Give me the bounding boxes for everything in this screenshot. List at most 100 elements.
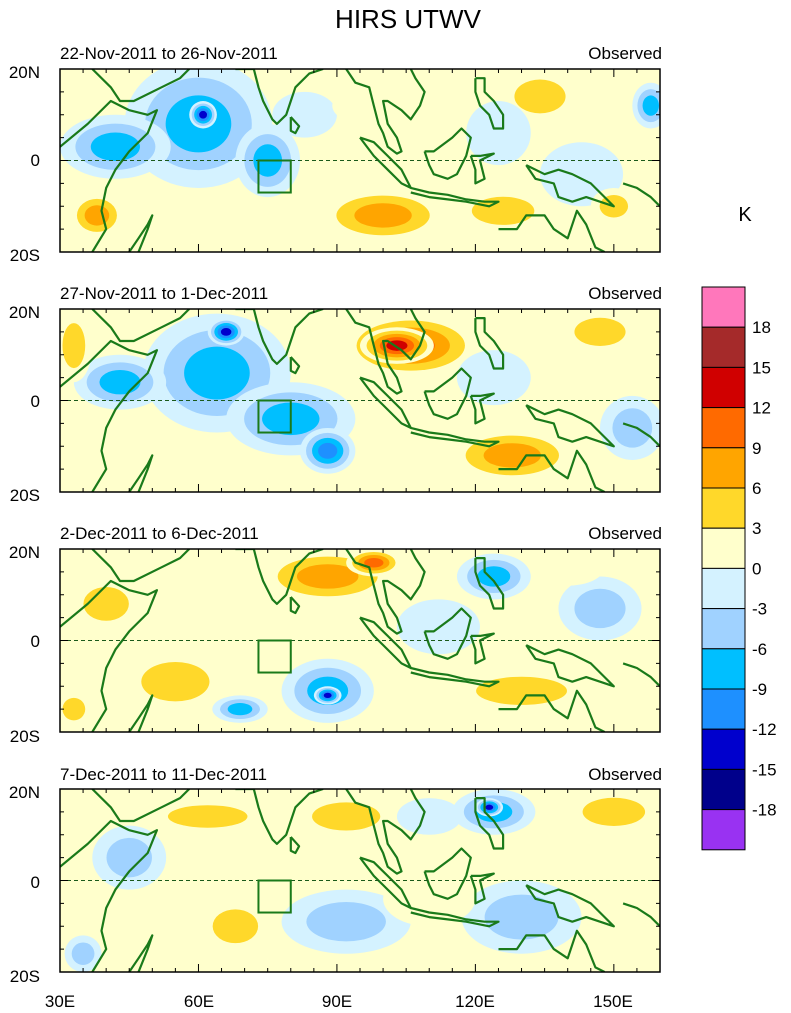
coastline	[235, 789, 324, 845]
panel-1-period: 22-Nov-2011 to 26-Nov-2011	[60, 44, 278, 63]
anomaly-contour	[220, 327, 232, 336]
coastline	[469, 872, 495, 905]
coastline	[410, 426, 500, 448]
coastline	[474, 317, 505, 370]
anomaly-contour	[456, 350, 531, 406]
panel-3-ytick-20s: 20S	[10, 727, 40, 746]
anomaly-contour	[485, 804, 494, 810]
anomaly-contour	[323, 692, 332, 699]
colorbar-swatch	[701, 286, 746, 328]
panel-4-ytick-20s: 20S	[10, 967, 40, 986]
coastline	[60, 819, 158, 972]
colorbar-label: 12	[752, 399, 771, 418]
coastline	[91, 549, 190, 583]
anomaly-contour	[477, 566, 511, 587]
xtick-30e: 30E	[45, 992, 75, 1011]
coastline	[423, 127, 472, 180]
colorbar-swatch	[701, 768, 746, 811]
colorbar-label: -9	[752, 680, 767, 699]
anomaly-contour	[466, 101, 531, 166]
coastline	[235, 309, 324, 365]
panel-2-label: Observed	[588, 284, 662, 303]
coastline	[345, 789, 426, 875]
colorbar-label: 6	[752, 479, 761, 498]
anomaly-contour	[184, 346, 250, 400]
colorbar-label: -15	[752, 760, 777, 779]
coastline	[622, 662, 660, 688]
anomaly-contour	[296, 564, 359, 589]
chart-title: HIRS UTWV	[335, 4, 482, 34]
analysis-box	[257, 399, 292, 434]
coastline	[128, 934, 154, 972]
colorbar-units: K	[738, 204, 752, 226]
coastline	[469, 392, 495, 425]
panel-4-ytick-20n: 20N	[9, 783, 40, 802]
coastline	[474, 77, 505, 130]
anomaly-contour	[227, 703, 253, 716]
coastline	[423, 367, 472, 420]
colorbar-swatch	[701, 407, 746, 449]
coastline	[235, 69, 324, 125]
anomaly-contour	[612, 408, 653, 448]
colorbar-label: -3	[752, 600, 767, 619]
panel-4-period: 7-Dec-2011 to 11-Dec-2011	[60, 765, 267, 784]
colorbar-label: 0	[752, 559, 761, 578]
colorbar-swatch	[701, 809, 746, 851]
colorbar-label: -18	[752, 801, 777, 820]
panel-3-ytick-20n: 20N	[9, 543, 40, 562]
map-panel-3	[59, 548, 661, 733]
coastline	[128, 694, 154, 732]
colorbar-label: 9	[752, 439, 761, 458]
coastline	[289, 596, 301, 615]
anomaly-contour	[530, 549, 605, 586]
anomaly-contour	[383, 871, 476, 927]
anomaly-contour	[364, 557, 384, 568]
colorbar-label: 3	[752, 519, 761, 538]
panel-2-ytick-20s: 20S	[10, 486, 40, 505]
anomaly-contour	[514, 79, 566, 114]
coastline	[289, 836, 301, 855]
coastline	[60, 99, 158, 252]
anomaly-contour	[484, 894, 559, 940]
anomaly-contour	[312, 802, 381, 831]
anomaly-contour	[212, 909, 259, 944]
colorbar-label: 18	[752, 318, 771, 337]
panel-1-ytick-20s: 20S	[10, 246, 40, 265]
coastline	[345, 549, 426, 635]
panel-2-ytick-20n: 20N	[9, 303, 40, 322]
panel-2-period: 27-Nov-2011 to 1-Dec-2011	[60, 284, 268, 303]
anomaly-contour	[354, 203, 412, 228]
xtick-60e: 60E	[184, 992, 214, 1011]
coastline	[525, 884, 615, 928]
anomaly-contour	[574, 317, 626, 346]
panel-1-ytick-0: 0	[31, 151, 40, 170]
anomaly-contour	[574, 588, 626, 629]
anomaly-contour	[318, 442, 338, 459]
coastline	[469, 632, 495, 665]
panel-3-ytick-0: 0	[31, 632, 40, 651]
anomaly-contour	[471, 196, 535, 225]
coastline	[345, 309, 426, 395]
anomaly-contour	[332, 87, 397, 124]
panel-1-label: Observed	[588, 44, 662, 63]
panel-4-ytick-0: 0	[31, 873, 40, 892]
map-panel-2	[59, 308, 661, 493]
anomaly-contour	[141, 661, 210, 702]
anomaly-contour	[272, 91, 337, 138]
coastline	[423, 847, 472, 900]
coastline	[289, 356, 301, 375]
map-panel-1	[59, 68, 661, 253]
anomaly-contour	[62, 697, 86, 721]
anomaly-contour	[306, 901, 386, 942]
analysis-box	[257, 879, 292, 914]
colorbar-swatch	[701, 527, 746, 569]
anomaly-contour	[642, 95, 659, 116]
anomaly-contour	[71, 942, 95, 965]
coastline	[429, 309, 432, 310]
coastline	[289, 116, 301, 135]
coastline	[410, 666, 500, 688]
coastline	[474, 797, 505, 850]
panel-3-label: Observed	[588, 524, 662, 543]
coastline	[525, 644, 615, 688]
